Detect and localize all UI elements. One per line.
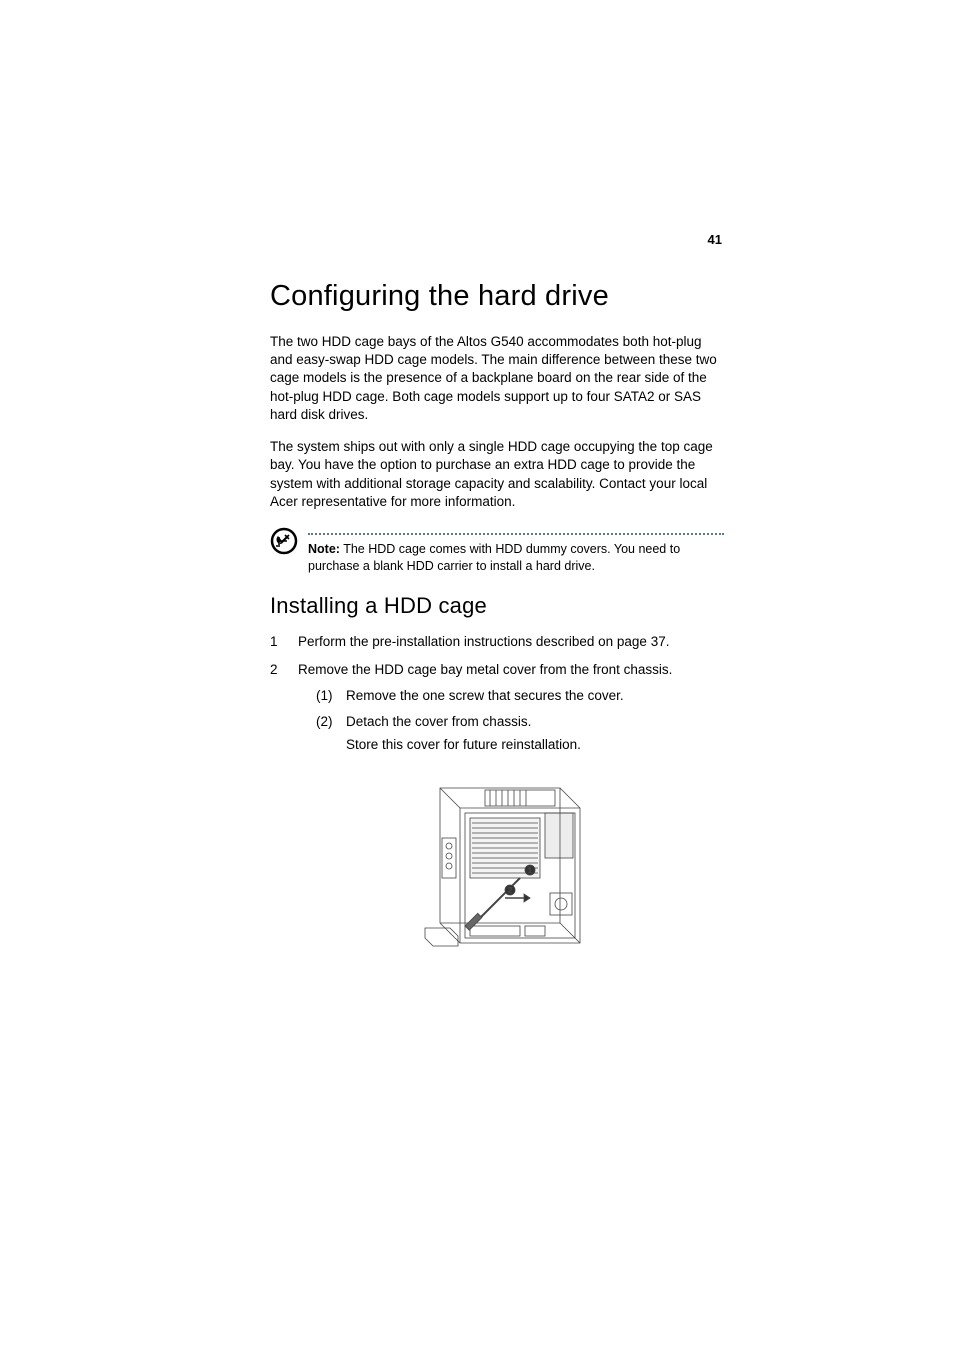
intro-paragraph-2: The system ships out with only a single … <box>270 438 724 511</box>
sub-steps: (1) Remove the one screw that secures th… <box>298 687 724 754</box>
section-heading-installing: Installing a HDD cage <box>270 593 724 619</box>
step-1: 1 Perform the pre-installation instructi… <box>270 633 724 651</box>
substep-1: (1) Remove the one screw that secures th… <box>316 687 724 705</box>
substep-text: Detach the cover from chassis. Store thi… <box>346 713 724 753</box>
substep-number: (2) <box>316 713 346 753</box>
substep-text: Remove the one screw that secures the co… <box>346 687 724 705</box>
step-number: 2 <box>270 661 298 762</box>
substep-2: (2) Detach the cover from chassis. Store… <box>316 713 724 753</box>
step-2: 2 Remove the HDD cage bay metal cover fr… <box>270 661 724 762</box>
svg-text:1: 1 <box>527 866 532 875</box>
substep-number: (1) <box>316 687 346 705</box>
svg-text:2: 2 <box>507 886 512 895</box>
note-text: Note: The HDD cage comes with HDD dummy … <box>308 541 724 575</box>
page-title: Configuring the hard drive <box>270 280 724 313</box>
substep-extra: Store this cover for future reinstallati… <box>346 736 724 754</box>
page-number: 41 <box>708 232 722 247</box>
note-icon: i <box>270 527 298 555</box>
intro-paragraph-1: The two HDD cage bays of the Altos G540 … <box>270 333 724 424</box>
install-steps: 1 Perform the pre-installation instructi… <box>270 633 724 762</box>
step-number: 1 <box>270 633 298 651</box>
note-block: i Note: The HDD cage comes with HDD dumm… <box>270 525 724 575</box>
step-text: Perform the pre-installation instruction… <box>298 633 724 651</box>
note-divider <box>308 533 724 535</box>
step-text: Remove the HDD cage bay metal cover from… <box>298 661 724 762</box>
chassis-illustration: 1 2 <box>410 778 585 953</box>
